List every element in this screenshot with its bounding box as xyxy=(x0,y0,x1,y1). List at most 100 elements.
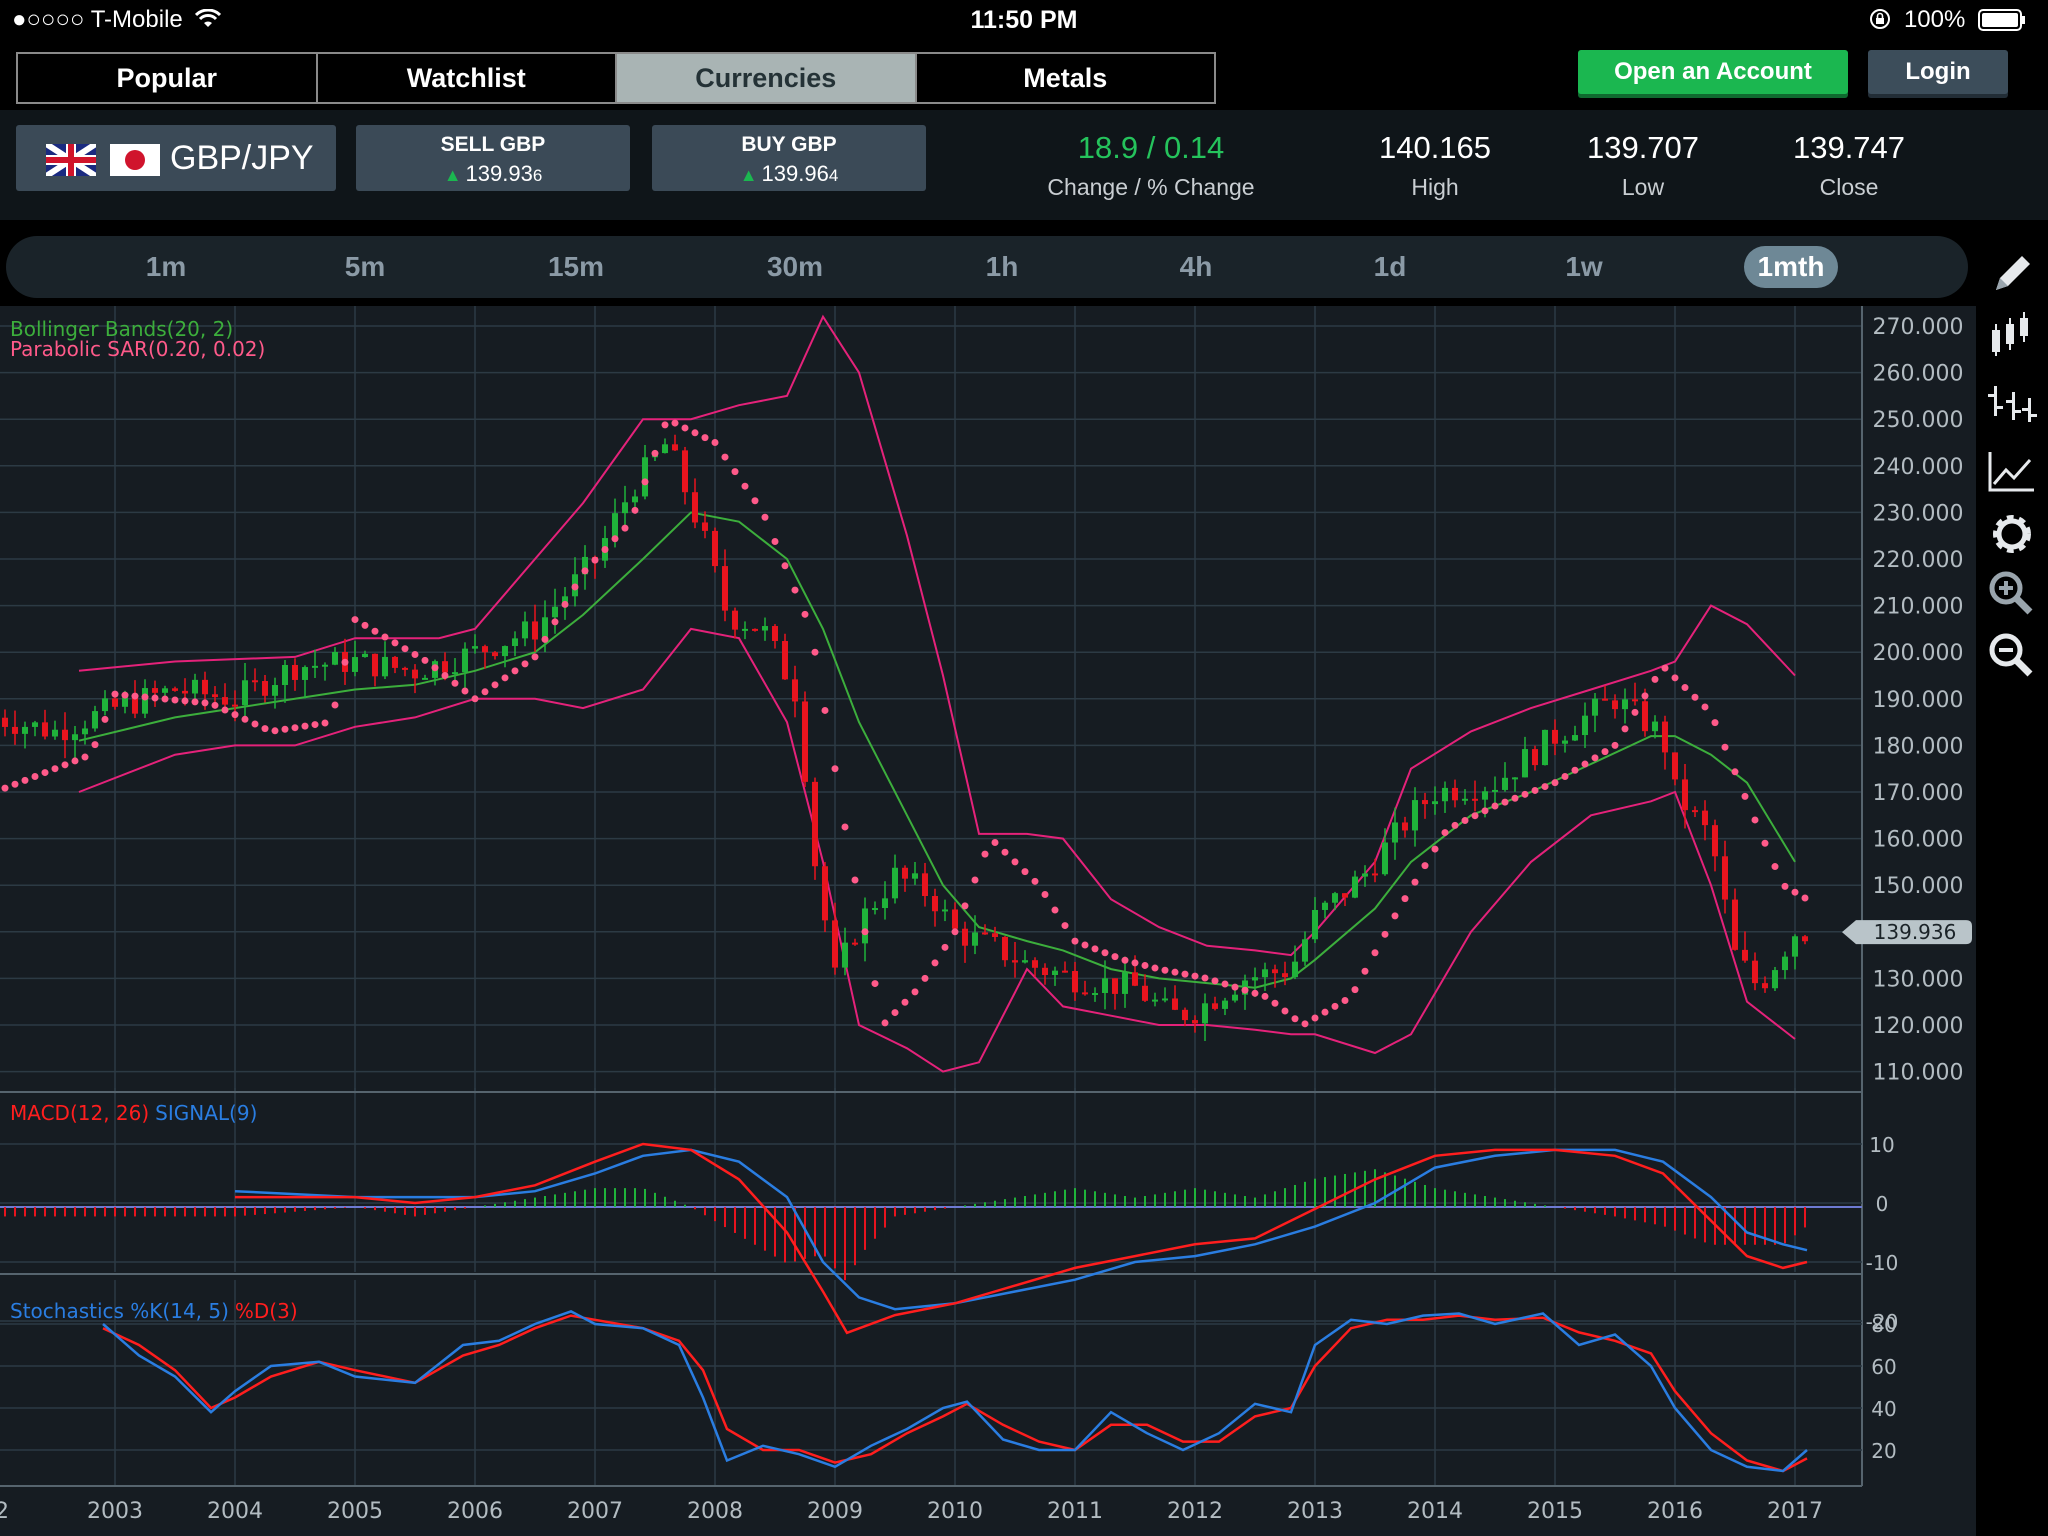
price-chart[interactable]: 0220032004200520062007200820092010201120… xyxy=(0,306,1976,1536)
tab-popular[interactable]: Popular xyxy=(18,54,318,102)
tab-currencies[interactable]: Currencies xyxy=(617,54,917,102)
sar-dot xyxy=(331,701,339,709)
x-axis-label: 2010 xyxy=(927,1499,983,1524)
login-button[interactable]: Login xyxy=(1868,50,2008,94)
tab-watchlist[interactable]: Watchlist xyxy=(317,54,617,102)
sell-button[interactable]: SELL GBP ▲ 139.936 xyxy=(356,125,630,191)
sar-dot xyxy=(981,850,989,858)
candle-body xyxy=(722,566,728,611)
open-account-button[interactable]: Open an Account xyxy=(1578,50,1848,94)
candle-body xyxy=(982,932,988,935)
buy-button[interactable]: BUY GBP ▲ 139.964 xyxy=(652,125,926,191)
timeframe-15m[interactable]: 15m xyxy=(547,251,605,282)
price-axis-label: 180.000 xyxy=(1873,734,1964,759)
stoch-axis-label: 60 xyxy=(1871,1355,1896,1379)
sar-dot xyxy=(611,535,619,543)
rotation-lock-icon xyxy=(1870,9,1891,29)
sar-dot xyxy=(1081,941,1089,949)
tab-metals[interactable]: Metals xyxy=(916,54,1214,102)
candle-body xyxy=(1122,972,1128,994)
candle-body xyxy=(62,729,68,741)
sar-dot xyxy=(1351,986,1359,994)
sar-dot xyxy=(351,616,359,624)
timeframe-5m[interactable]: 5m xyxy=(344,251,386,282)
candle-body xyxy=(1532,749,1538,766)
price-axis-label: 270.000 xyxy=(1873,315,1964,340)
candle-body xyxy=(152,688,158,693)
candle-body xyxy=(682,450,688,493)
sar-dot xyxy=(1721,743,1729,751)
sar-dot xyxy=(161,695,169,703)
candle-body xyxy=(1292,961,1298,978)
candle-body xyxy=(1772,970,1778,989)
candle-body xyxy=(1152,999,1158,1002)
sar-dot xyxy=(61,761,69,769)
sar-dot xyxy=(101,715,109,723)
timeframe-1m[interactable]: 1m xyxy=(145,251,187,282)
candle-body xyxy=(1172,998,1178,1010)
sar-dot xyxy=(1241,986,1249,994)
price-axis-label: 250.000 xyxy=(1873,408,1964,433)
sar-dot xyxy=(1221,980,1229,988)
sar-dot xyxy=(421,656,429,664)
candle-body xyxy=(922,873,928,897)
timeframe-1mth[interactable]: 1mth xyxy=(1744,246,1838,288)
candle-body xyxy=(212,694,218,698)
candle-body xyxy=(1,717,8,727)
indicators-icon[interactable] xyxy=(1984,376,2040,432)
candle-body xyxy=(872,908,878,911)
gear-icon[interactable] xyxy=(1984,506,2040,562)
sar-dot xyxy=(461,687,469,695)
sar-dot xyxy=(921,974,929,982)
candle-body xyxy=(32,722,38,727)
sar-dot xyxy=(1171,968,1179,976)
candle-body xyxy=(1162,998,1168,1001)
candle-body xyxy=(712,530,718,567)
timeframe-1d[interactable]: 1d xyxy=(1373,251,1407,282)
signal-line xyxy=(234,1148,1808,1311)
buy-label: BUY GBP xyxy=(741,133,837,156)
carrier-label: ●○○○○ T-Mobile xyxy=(12,6,222,34)
sar-dot xyxy=(1461,817,1469,825)
candle-body xyxy=(632,496,638,503)
sar-dot xyxy=(801,610,809,618)
timeframe-1h[interactable]: 1h xyxy=(985,251,1019,282)
price-axis-label: 170.000 xyxy=(1873,781,1964,806)
currency-pair-selector[interactable]: GBP/JPY xyxy=(16,125,336,191)
sar-dot xyxy=(341,658,349,666)
zoom-in-icon[interactable] xyxy=(1984,566,2040,622)
sar-dot xyxy=(1211,977,1219,985)
candle-body xyxy=(12,726,18,734)
timeframe-1w[interactable]: 1w xyxy=(1565,251,1603,282)
sar-dot xyxy=(361,621,369,629)
candle-body xyxy=(1392,822,1398,843)
sar-dot xyxy=(511,667,519,675)
candle-body xyxy=(1102,978,1108,994)
candle-body xyxy=(582,556,588,575)
sar-dot xyxy=(1051,906,1059,914)
candlestick-icon[interactable] xyxy=(1984,308,2040,364)
change-stat: 18.9 / 0.14 Change / % Change xyxy=(1047,130,1255,200)
sar-dot xyxy=(1251,989,1259,997)
candle-body xyxy=(622,502,628,514)
timeframe-4h[interactable]: 4h xyxy=(1179,251,1213,282)
x-axis-label: 2013 xyxy=(1287,1499,1343,1524)
sar-dot xyxy=(1031,877,1039,885)
candle-body xyxy=(72,734,78,741)
candle-body xyxy=(292,664,298,680)
candle-body xyxy=(1212,1003,1218,1009)
candle-body xyxy=(1592,698,1598,716)
candle-body xyxy=(382,656,388,677)
sar-dot xyxy=(1451,821,1459,829)
line-chart-icon[interactable] xyxy=(1984,444,2040,500)
candle-body xyxy=(462,648,468,673)
sar-dot xyxy=(991,838,999,846)
zoom-out-icon[interactable] xyxy=(1984,628,2040,684)
sar-dot xyxy=(1621,725,1629,733)
candle-body xyxy=(1032,960,1038,968)
pencil-icon[interactable] xyxy=(1984,246,2040,302)
price-axis-label: 160.000 xyxy=(1873,828,1964,853)
candle-body xyxy=(1702,810,1708,826)
timeframe-30m[interactable]: 30m xyxy=(766,251,824,282)
candle-body xyxy=(1762,983,1768,989)
